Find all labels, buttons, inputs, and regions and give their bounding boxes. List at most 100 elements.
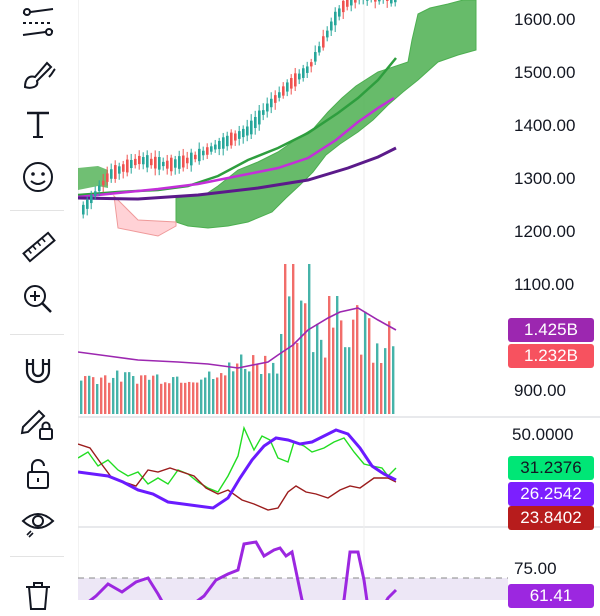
magnet-icon [19,351,57,389]
candle[interactable] [126,160,129,173]
volume-bars[interactable] [80,264,394,414]
candle[interactable] [182,156,185,168]
candle[interactable] [342,1,345,12]
volume-bar [164,382,166,414]
candle[interactable] [202,151,205,156]
candle[interactable] [218,141,221,149]
candle[interactable] [194,155,197,159]
brush-tool[interactable] [12,52,64,96]
candle[interactable] [378,0,381,1]
candle[interactable] [354,0,357,3]
volume-bar [80,381,82,414]
candle[interactable] [374,0,377,2]
candle[interactable] [142,157,145,164]
candle[interactable] [366,0,369,1]
brush-icon [19,55,57,93]
volume-bar [344,347,346,414]
candle[interactable] [206,147,209,155]
lock-drawings-tool[interactable] [12,402,64,446]
candle[interactable] [394,0,397,2]
candle[interactable] [294,73,297,86]
hide-drawings-tool[interactable] [12,500,64,544]
candle[interactable] [214,145,217,150]
candle[interactable] [198,149,201,161]
candle[interactable] [154,157,157,169]
candle[interactable] [150,159,153,165]
chart-area[interactable]: 1600.00 1500.00 1400.00 1300.00 1200.00 … [78,0,600,600]
candle[interactable] [302,68,305,78]
candle[interactable] [306,66,309,73]
candle[interactable] [138,156,141,164]
candle[interactable] [270,99,273,107]
zoom-in-tool[interactable] [12,277,64,321]
candle[interactable] [386,0,389,1]
candle[interactable] [238,131,241,139]
candle[interactable] [110,169,113,179]
volume-bar [120,382,122,414]
candle[interactable] [170,158,173,172]
candle[interactable] [158,157,161,170]
candle[interactable] [310,62,313,66]
candle[interactable] [250,121,253,135]
candle[interactable] [210,146,213,151]
candle[interactable] [286,82,289,91]
candle[interactable] [178,156,181,169]
candle[interactable] [146,155,149,167]
magnet-tool[interactable] [12,348,64,392]
candle[interactable] [94,191,97,196]
candle[interactable] [230,133,233,146]
emoji-tool[interactable] [12,155,64,199]
candle[interactable] [234,133,237,140]
candle[interactable] [278,92,281,98]
volume-bar [312,352,314,414]
volume-bar [372,363,374,414]
remove-drawings-tool[interactable] [12,572,64,616]
candle[interactable] [166,161,169,169]
candle[interactable] [186,158,189,164]
candle[interactable] [298,74,301,80]
ruler-tool[interactable] [12,225,64,269]
candle[interactable] [190,153,193,166]
candle[interactable] [98,186,101,192]
candle[interactable] [330,22,333,31]
candle[interactable] [114,165,117,179]
text-tool[interactable] [12,102,64,146]
candle[interactable] [322,36,325,47]
unlock-tool[interactable] [12,452,64,496]
candle[interactable] [318,46,321,52]
candle[interactable] [246,127,249,136]
candle[interactable] [346,0,349,7]
candle[interactable] [82,205,85,215]
candle[interactable] [326,31,329,38]
candle[interactable] [350,0,353,5]
candle[interactable] [90,195,93,203]
trend-lines-tool[interactable] [12,0,64,44]
volume-bar [384,348,386,414]
candle[interactable] [122,164,125,172]
candle[interactable] [314,52,317,62]
candle[interactable] [290,78,293,89]
candle[interactable] [274,95,277,103]
candle[interactable] [258,111,261,125]
candle[interactable] [334,12,337,25]
candle[interactable] [134,159,137,165]
volume-bar [280,334,282,414]
candle[interactable] [162,162,165,166]
candle[interactable] [118,166,121,173]
candle[interactable] [174,159,177,167]
candle[interactable] [222,137,225,148]
candle[interactable] [226,136,229,146]
candle[interactable] [86,200,89,209]
candle[interactable] [338,8,341,16]
candle[interactable] [242,129,245,137]
candle[interactable] [130,160,133,168]
volume-bar [240,354,242,414]
candle[interactable] [106,173,109,181]
volume-bar [108,383,110,414]
candle[interactable] [282,86,285,95]
candle[interactable] [254,117,257,128]
candle[interactable] [262,110,265,115]
candle[interactable] [266,104,269,112]
candle[interactable] [390,0,393,3]
candle[interactable] [102,181,105,186]
